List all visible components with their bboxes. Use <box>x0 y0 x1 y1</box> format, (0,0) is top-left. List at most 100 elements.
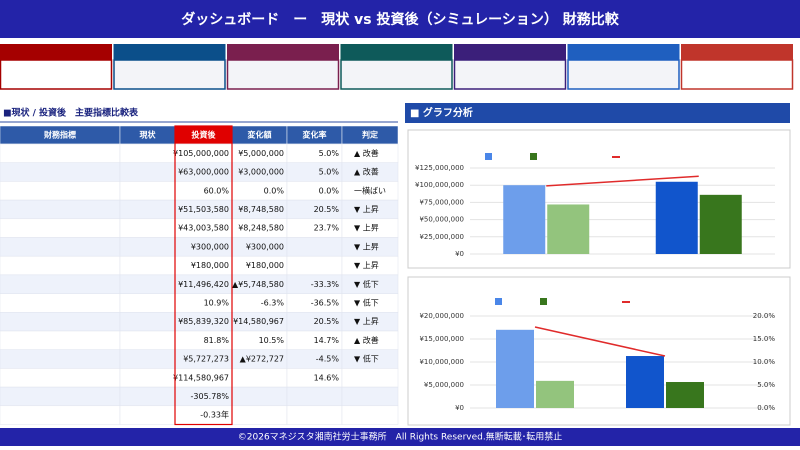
cell-text: -6.3% <box>261 298 285 307</box>
bar <box>503 185 546 254</box>
cell-text: ¥8,248,580 <box>238 224 284 233</box>
column-header: 判定 <box>362 130 378 140</box>
bar <box>536 380 574 408</box>
cell-text: 一横ばい <box>354 185 386 195</box>
cell-text: ¥11,496,420 <box>178 280 229 289</box>
cell <box>119 368 176 388</box>
bar <box>626 356 664 408</box>
cell-text: ▼ 上昇 <box>354 317 379 326</box>
kpi-head <box>681 44 793 60</box>
y-tick-label: ¥50,000,000 <box>419 216 464 224</box>
cell <box>0 330 121 350</box>
y2-tick-label: 15.0% <box>753 335 776 343</box>
y-tick-label: ¥75,000,000 <box>419 198 464 206</box>
cell-text: ▼ 上昇 <box>354 242 379 251</box>
cell <box>231 386 288 407</box>
cell-text: ▼ 低下 <box>354 297 379 307</box>
y2-tick-label: 20.0% <box>753 312 776 320</box>
y-tick-label: ¥25,000,000 <box>419 233 464 241</box>
cell <box>119 274 176 294</box>
cell-text: ▲¥272,727 <box>240 355 284 364</box>
legend-marker <box>530 153 537 160</box>
cell-text: ▼ 低下 <box>354 279 379 289</box>
cell-text: ¥43,003,580 <box>178 224 229 233</box>
cell-text: ¥114,580,967 <box>173 373 229 382</box>
cell <box>0 143 121 163</box>
cell-text: ¥180,000 <box>246 261 284 270</box>
highlight-column <box>174 125 233 426</box>
cell <box>119 255 176 276</box>
cell-text: 0.0% <box>319 186 340 195</box>
cell-text: ▲¥5,748,580 <box>232 280 284 289</box>
footer: ©2026マネジスタ湘南社労士事務所 All Rights Reserved.無… <box>238 431 562 443</box>
cell-text: ▲ 改善 <box>354 335 379 345</box>
y-tick-label: ¥125,000,000 <box>415 164 464 172</box>
cell-text: 10.5% <box>259 336 285 345</box>
kpi-box <box>0 59 113 90</box>
panel-title: ■ グラフ分析 <box>410 106 473 119</box>
cell-text: -4.5% <box>316 355 340 364</box>
column-header: 投資後 <box>192 130 217 140</box>
cell-text: ¥300,000 <box>191 242 229 251</box>
cell <box>0 386 121 407</box>
cell-text: ¥63,000,000 <box>178 168 229 177</box>
kpi-box <box>453 59 567 90</box>
cell-text: 81.8% <box>204 336 230 345</box>
cell-text: ¥85,839,320 <box>178 317 229 326</box>
cell <box>119 330 176 350</box>
cell-text: ¥300,000 <box>246 242 284 251</box>
cell <box>0 218 121 238</box>
cell-text: -305.78% <box>191 392 230 401</box>
cell-text: 60.0% <box>204 186 230 195</box>
cell <box>119 312 176 332</box>
cell <box>119 349 176 369</box>
cell-text: ¥5,000,000 <box>238 149 284 158</box>
cell-text: 23.7% <box>314 224 340 233</box>
cell-text: ¥14,580,967 <box>233 317 284 326</box>
cell-text: 10.9% <box>204 298 230 307</box>
title-bar <box>0 0 800 38</box>
y-tick-label: ¥0 <box>455 404 464 412</box>
cell-text: -33.3% <box>311 280 340 289</box>
bar <box>666 382 704 408</box>
kpi-box <box>340 59 453 90</box>
cell <box>119 237 176 257</box>
cell-text: -36.5% <box>311 298 340 307</box>
cell-text: 5.0% <box>319 168 340 177</box>
cell-text: ▼ 上昇 <box>354 261 379 270</box>
cell-text: ▼ 低下 <box>354 354 379 364</box>
line-series <box>534 326 666 357</box>
cell <box>0 349 121 369</box>
kpi-box <box>226 59 340 90</box>
y-tick-label: ¥15,000,000 <box>419 335 464 343</box>
cell <box>341 368 399 388</box>
cell-text: ▲ 改善 <box>354 167 379 177</box>
cell <box>119 143 176 163</box>
bar <box>547 204 590 254</box>
y2-tick-label: 10.0% <box>753 358 776 366</box>
cell-text: ¥5,727,273 <box>183 355 229 364</box>
y2-tick-label: 5.0% <box>757 381 775 389</box>
footer-bar <box>0 428 800 446</box>
cell-text: ¥180,000 <box>191 261 229 270</box>
cell-text: ¥3,000,000 <box>238 168 284 177</box>
y2-tick-label: 0.0% <box>757 404 775 412</box>
panel-header <box>405 103 790 123</box>
cell <box>341 405 399 425</box>
cell-text: 0.0% <box>264 186 285 195</box>
cell <box>286 386 343 407</box>
cell <box>0 199 121 220</box>
legend-marker <box>540 298 547 305</box>
column-header: 財務指標 <box>43 130 76 140</box>
column-header: 現状 <box>140 130 157 140</box>
cell <box>286 405 343 425</box>
kpi-head <box>454 44 566 60</box>
line-series <box>546 175 699 187</box>
kpi-box <box>567 59 680 90</box>
y-tick-label: ¥100,000,000 <box>415 181 464 189</box>
cell <box>0 274 121 294</box>
column-header: 変化額 <box>248 130 272 140</box>
cell <box>119 293 176 313</box>
kpi-box <box>680 59 794 90</box>
